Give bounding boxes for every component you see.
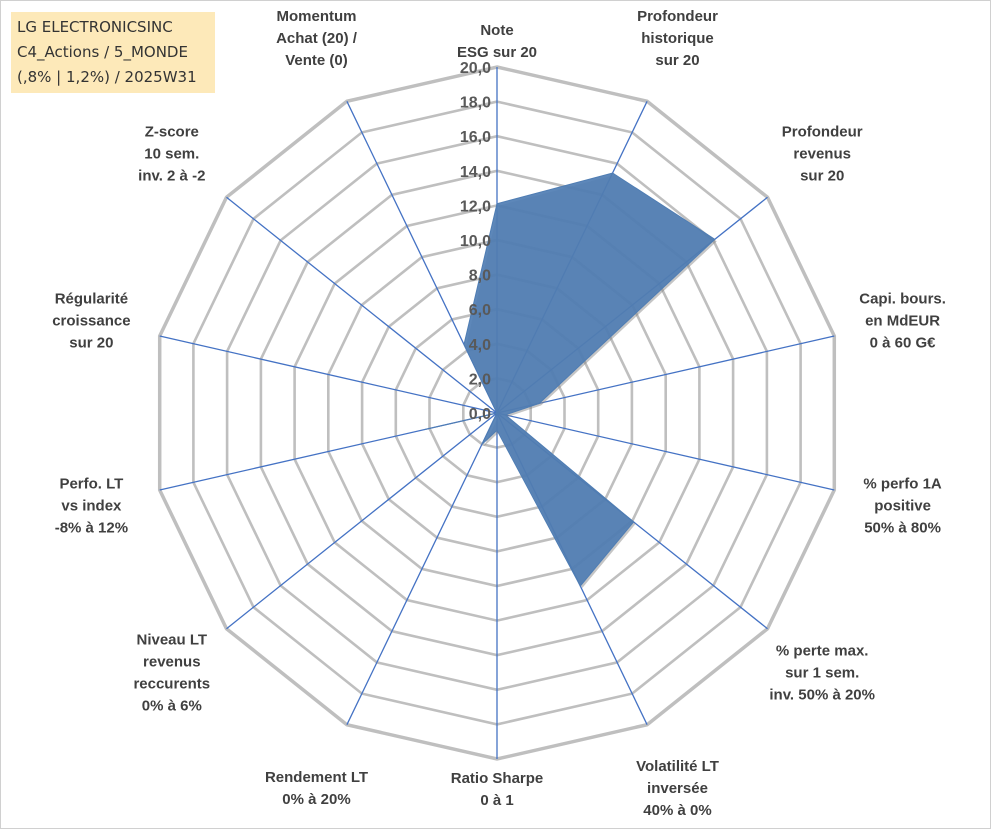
tick-label: 2,0 [469, 371, 491, 388]
axis-label-line: inversée [647, 780, 708, 797]
tick-label: 16,0 [460, 129, 491, 146]
axis-label: Z-score 10 sem. inv. 2 à -2 [138, 124, 205, 185]
axis-spoke [159, 335, 498, 414]
axis-label-line: 50% à 80% [864, 520, 941, 537]
axis-label-line: historique [641, 30, 714, 47]
axis-label-line: Z-score [145, 124, 199, 141]
axis-label-line: Ratio Sharpe [451, 770, 544, 787]
tick-label: 8,0 [469, 268, 491, 285]
info-box-category: C4_Actions / 5_MONDE [17, 43, 188, 61]
info-box-period: (,8% | 1,2%) / 2025W31 [17, 68, 197, 86]
axis-label-line: vs index [61, 498, 122, 515]
axis-label: Profondeur revenus sur 20 [782, 124, 863, 185]
axis-label: Momentum Achat (20) / Vente (0) [276, 8, 358, 69]
axis-label: % perte max. sur 1 sem. inv. 50% à 20% [769, 642, 875, 703]
axis-label: Capi. bours. en MdEUR 0 à 60 G€ [859, 290, 946, 351]
axis-spoke [226, 196, 498, 414]
tick-label: 10,0 [460, 233, 491, 250]
axis-label-line: inv. 2 à -2 [138, 168, 205, 185]
axis-spoke [496, 335, 835, 414]
tick-label: 0,0 [469, 406, 491, 423]
axis-label-line: 10 sem. [144, 146, 199, 163]
axis-label-line: Profondeur [782, 124, 863, 141]
axis-label: Note ESG sur 20 [457, 22, 537, 61]
axis-spoke [226, 412, 498, 630]
tick-label: 20,0 [460, 60, 491, 77]
axis-label-line: % perfo 1A [863, 476, 942, 493]
tick-label: 6,0 [469, 302, 491, 319]
axis-label-line: Momentum [277, 8, 357, 25]
axis-label: Volatilité LT inversée 40% à 0% [636, 758, 719, 819]
tick-label: 12,0 [460, 198, 491, 215]
axis-label: Niveau LT revenus reccurents 0% à 6% [133, 631, 210, 714]
axis-label-line: Perfo. LT [59, 476, 123, 493]
radar-tick-labels: 0,0 2,0 4,0 6,0 8,0 10,0 12,0 14,0 16,0 18,0 20,0 [460, 60, 491, 423]
axis-label-line: sur 1 sem. [785, 664, 859, 681]
axis-label-line: ESG sur 20 [457, 44, 537, 61]
axis-label-line: Profondeur [637, 8, 718, 25]
axis-spoke [346, 412, 498, 725]
axis-label-line: sur 20 [800, 168, 844, 185]
series-area [424, 172, 716, 587]
axis-label-line: 0% à 6% [142, 697, 202, 714]
axis-label-line: Régularité [55, 290, 128, 307]
axis-label-line: positive [874, 498, 931, 515]
info-box: LG ELECTRONICSINC C4_Actions / 5_MONDE (… [11, 12, 215, 93]
radar-axis-labels: Note ESG sur 20 Profondeur historique sur 20… [52, 8, 946, 819]
tick-label: 18,0 [460, 95, 491, 112]
axis-label: Profondeur historique sur 20 [637, 8, 718, 69]
axis-label-line: inv. 50% à 20% [769, 686, 875, 703]
axis-label-line: Niveau LT [137, 631, 208, 648]
axis-label-line: Vente (0) [285, 52, 348, 69]
axis-label-line: 0 à 60 G€ [870, 334, 937, 351]
axis-label: Ratio Sharpe 0 à 1 [451, 770, 544, 809]
axis-label-line: Rendement LT [265, 769, 368, 786]
axis-label-line: % perte max. [776, 642, 869, 659]
axis-label-line: Achat (20) / [276, 30, 358, 47]
axis-label-line: 40% à 0% [643, 802, 711, 819]
axis-label-line: croissance [52, 312, 130, 329]
axis-label-line: en MdEUR [865, 312, 940, 329]
axis-label-line: revenus [143, 653, 201, 670]
info-box-company: LG ELECTRONICSINC [17, 18, 173, 36]
axis-label-line: reccurents [133, 675, 210, 692]
axis-spoke [496, 412, 835, 491]
axis-label: % perfo 1A positive 50% à 80% [863, 476, 942, 537]
axis-label-line: sur 20 [69, 334, 113, 351]
axis-label-line: Volatilité LT [636, 758, 719, 775]
tick-label: 4,0 [469, 337, 491, 354]
axis-label: Régularité croissance sur 20 [52, 290, 130, 351]
axis-label-line: sur 20 [655, 52, 699, 69]
axis-label-line: 0 à 1 [480, 792, 513, 809]
axis-label: Perfo. LT vs index -8% à 12% [55, 476, 128, 537]
radar-series [424, 172, 717, 588]
axis-label-line: Note [480, 22, 513, 39]
tick-label: 14,0 [460, 164, 491, 181]
axis-label-line: Capi. bours. [859, 290, 946, 307]
axis-label: Rendement LT 0% à 20% [265, 769, 368, 808]
axis-label-line: revenus [793, 146, 851, 163]
axis-label-line: -8% à 12% [55, 520, 128, 537]
axis-label-line: 0% à 20% [282, 791, 350, 808]
